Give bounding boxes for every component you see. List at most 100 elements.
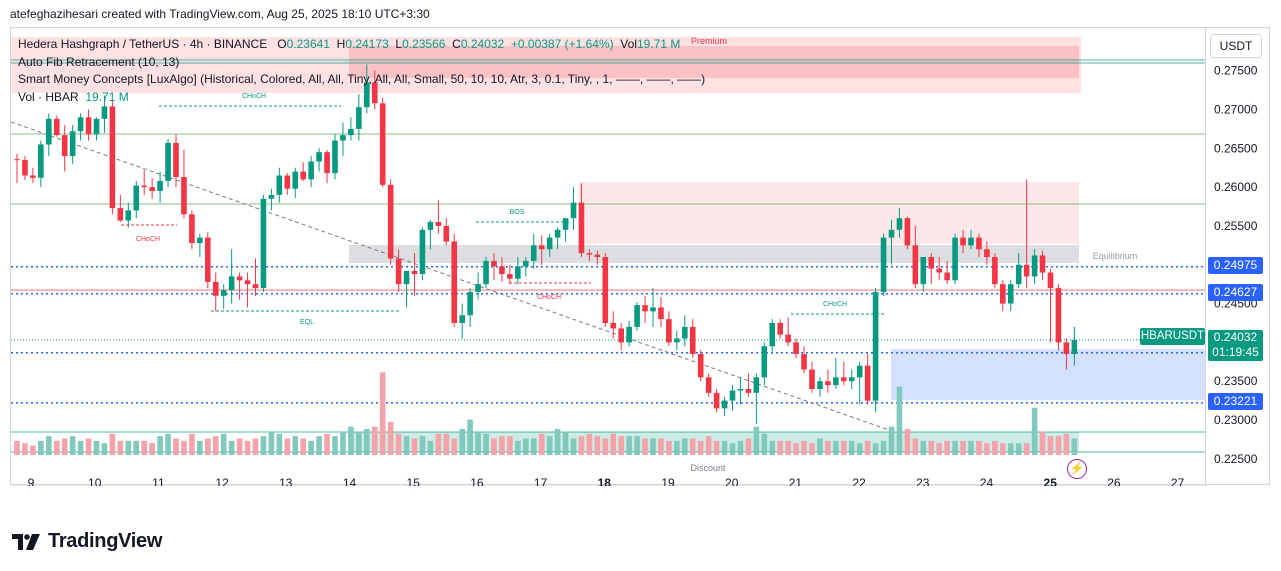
volume-bar <box>435 433 442 455</box>
candle-body <box>181 177 187 215</box>
volume-bar <box>793 443 799 455</box>
volume-bar <box>745 438 752 455</box>
volume-bar <box>785 440 791 455</box>
candle-body <box>817 381 823 389</box>
x-tick-label: 12 <box>215 476 229 486</box>
volume-bar <box>682 438 688 455</box>
volume-bar <box>674 440 680 455</box>
structure-label: CHoCH <box>823 301 847 308</box>
volume-bar <box>284 438 291 455</box>
brand-name: TradingView <box>48 530 163 552</box>
volume-bar <box>292 436 299 455</box>
indicator-volume[interactable]: Vol · HBAR 19.71 M <box>18 89 129 104</box>
volume-bar <box>387 421 394 455</box>
discount-label: Discount <box>690 463 726 473</box>
structure-label: CHoCH <box>242 93 266 100</box>
candle-body <box>356 107 362 129</box>
candle-body <box>197 237 203 244</box>
volume-bar <box>46 436 52 455</box>
candle-body <box>769 322 776 347</box>
candle-body <box>244 280 251 285</box>
volume-bar <box>992 440 998 455</box>
volume-bar <box>848 440 855 455</box>
currency-button[interactable]: USDT <box>1210 34 1262 58</box>
volume-bar <box>228 440 235 455</box>
volume-bar <box>634 436 640 455</box>
candle-body <box>292 171 299 189</box>
volume-bar <box>483 433 489 455</box>
time-axis: 9 10 11 12 13 14 15 16 17 18 19 20 21 22 23 24 25 26 27 <box>11 476 1206 490</box>
volume-bar <box>252 438 259 455</box>
equilibrium-zone <box>349 245 1079 263</box>
candle-body <box>952 237 958 281</box>
candle-body <box>761 346 768 378</box>
premium-label: Premium <box>691 36 727 46</box>
volume-bar <box>332 436 338 455</box>
candle-body <box>737 388 744 391</box>
candle-body <box>403 270 410 285</box>
candle-body <box>697 354 704 378</box>
symbol-title[interactable]: Hedera Hashgraph / TetherUS · 4h · BINAN… <box>18 37 268 51</box>
candle-body <box>395 258 402 285</box>
bar-countdown: 01:19:45 <box>1212 345 1259 360</box>
candle-body <box>801 354 807 370</box>
structure-labels: CHoCH CHoCH EQL BOS CHoCH CHoCH Premium Equilib… <box>136 36 1137 473</box>
candle-body <box>777 322 783 335</box>
volume-bar <box>1007 443 1014 455</box>
y-tick-label: 0.22500 <box>1214 452 1258 466</box>
volume-bar <box>491 438 497 455</box>
price-tag: 0.24627 <box>1208 284 1263 302</box>
candle-body <box>93 118 100 135</box>
candle-body <box>268 194 275 199</box>
x-tick-label: 15 <box>407 476 421 486</box>
candle-body <box>364 82 370 108</box>
candle-body <box>53 118 60 136</box>
candle-body <box>880 237 887 292</box>
volume-bar <box>769 440 776 455</box>
candle-body <box>459 315 465 323</box>
legend-symbol-row[interactable]: Hedera Hashgraph / TetherUS · 4h · BINAN… <box>18 36 705 54</box>
indicator-smc[interactable]: Smart Money Concepts [LuxAlgo] (Historic… <box>18 72 706 86</box>
candle-body <box>348 128 354 136</box>
current-price-tag: 0.24032 01:19:45 <box>1208 330 1263 362</box>
candle-body <box>713 392 720 409</box>
candle-body <box>260 198 267 289</box>
candle-body <box>379 103 386 185</box>
chart-legend: Hedera Hashgraph / TetherUS · 4h · BINAN… <box>18 36 705 106</box>
volume-bar <box>952 440 958 455</box>
candle-body <box>960 237 966 246</box>
volume-bars <box>14 372 1078 455</box>
price-axis[interactable]: 0.275000.270000.265000.260000.255000.250… <box>1205 27 1270 485</box>
ohlc-values: O0.23641 H0.24173 L0.23566 C0.24032 +0.0… <box>277 37 681 51</box>
volume-bar <box>602 438 609 455</box>
x-tick-label: 16 <box>470 476 484 486</box>
volume-bar <box>340 431 346 455</box>
volume-bar <box>888 426 895 455</box>
candle-body <box>451 241 458 323</box>
volume-bar <box>260 436 267 455</box>
volume-bar <box>14 440 20 455</box>
candle-body <box>276 175 283 195</box>
fib-lines <box>11 59 1206 453</box>
candlestick-chart[interactable]: CHoCH CHoCH EQL BOS CHoCH CHoCH Premium Equilib… <box>10 28 1206 490</box>
volume-bar <box>928 440 935 455</box>
candle-body <box>371 82 378 104</box>
structure-label: CHoCH <box>537 294 561 301</box>
candle-body <box>809 369 815 389</box>
indicator-fib[interactable]: Auto Fib Retracement (10, 13) <box>18 54 180 69</box>
tradingview-logo[interactable]: TradingView <box>12 530 162 553</box>
candle-body <box>642 305 648 312</box>
candle-body <box>316 152 322 162</box>
lightning-icon[interactable]: ⚡ <box>1067 459 1087 479</box>
candle-body <box>944 272 950 281</box>
x-tick-label: 26 <box>1107 476 1121 486</box>
volume-bar <box>817 438 823 455</box>
chart-pane[interactable]: CHoCH CHoCH EQL BOS CHoCH CHoCH Premium Equilib… <box>10 27 1206 490</box>
volume-bar <box>467 419 473 455</box>
candle-body <box>435 222 442 226</box>
candle-body <box>793 342 799 355</box>
candle-body <box>546 237 553 250</box>
volume-bar <box>833 440 839 455</box>
volume-bar <box>801 440 807 455</box>
y-tick-label: 0.25500 <box>1214 219 1258 233</box>
